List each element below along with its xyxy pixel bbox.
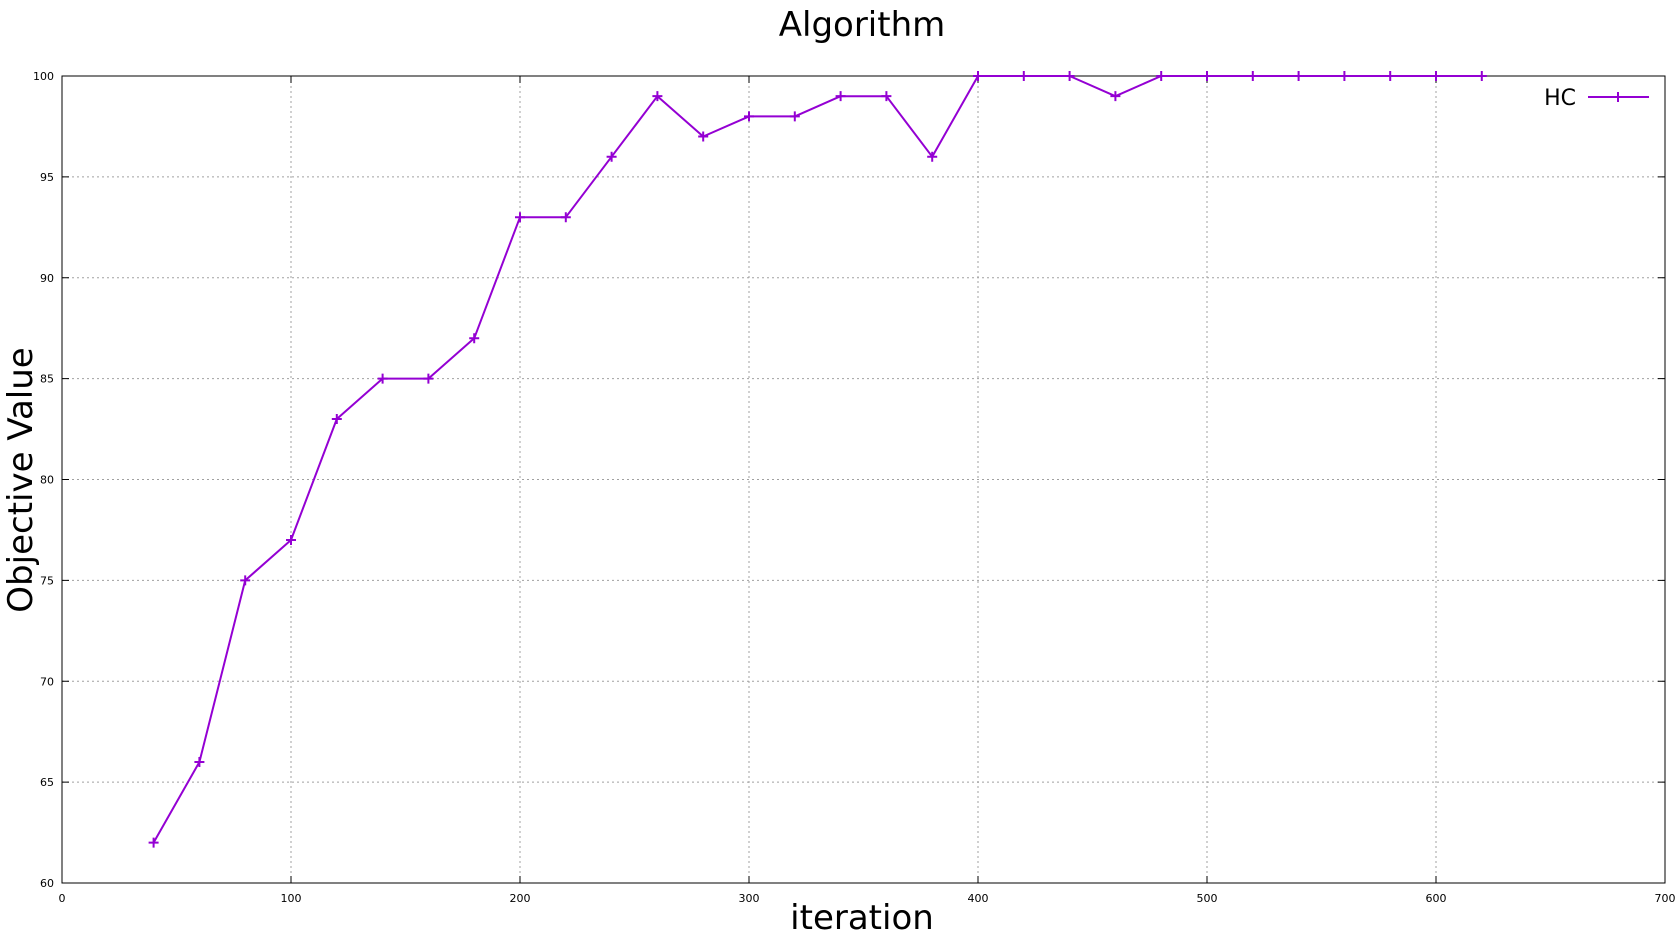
y-tick-label: 75: [40, 574, 54, 587]
data-point: [1110, 91, 1121, 102]
data-point: [560, 212, 571, 223]
data-point: [194, 756, 205, 767]
data-point: [698, 131, 709, 142]
data-point: [1293, 71, 1304, 81]
data-point: [1064, 71, 1075, 81]
legend: HC: [1544, 86, 1649, 111]
data-point: [515, 212, 525, 223]
x-axis-label: iteration: [790, 898, 934, 931]
x-tick-label: 100: [281, 892, 302, 905]
x-tick-label: 400: [968, 892, 989, 905]
legend-label-hc: HC: [1544, 86, 1576, 111]
y-tick-label: 85: [40, 373, 54, 386]
grid: [62, 76, 1665, 883]
data-point: [1018, 71, 1029, 81]
x-tick-label: 600: [1426, 892, 1447, 905]
data-point: [1156, 71, 1167, 81]
data-point: [606, 151, 617, 162]
y-tick-label: 95: [40, 171, 54, 184]
x-tick-label: 0: [59, 892, 66, 905]
y-tick-label: 60: [40, 877, 54, 890]
data-point: [1476, 71, 1487, 81]
series-layer: [148, 71, 1487, 848]
y-tick-label: 65: [40, 776, 54, 789]
series-line-hc: [152, 75, 1482, 844]
y-axis-label: Objective Value: [1, 347, 41, 612]
y-tick-label: 70: [40, 675, 54, 688]
y-tick-label: 80: [40, 474, 54, 487]
chart-title: Algorithm: [779, 5, 946, 45]
data-point: [652, 91, 663, 102]
data-point: [1385, 71, 1396, 81]
x-tick-label: 500: [1197, 892, 1218, 905]
data-point: [148, 837, 159, 848]
x-tick-label: 200: [510, 892, 531, 905]
data-point: [789, 111, 800, 122]
data-point: [286, 535, 296, 546]
legend-marker-hc: [1613, 92, 1623, 102]
data-point: [835, 91, 846, 102]
y-tick-label: 90: [40, 272, 54, 285]
data-point: [1339, 71, 1350, 81]
data-point: [331, 413, 342, 424]
y-tick-label: 100: [33, 70, 54, 83]
data-point: [1202, 71, 1212, 81]
data-point: [240, 575, 251, 586]
data-point: [927, 151, 938, 162]
axis-ticks: 0 100 200 300 400 500 600 700 60 65 70 75 80 85 90 95 10…: [33, 70, 1676, 905]
data-point: [423, 373, 434, 384]
data-point: [744, 111, 754, 122]
data-point: [469, 333, 480, 344]
data-point: [377, 373, 388, 384]
x-tick-label: 700: [1655, 892, 1676, 905]
data-point: [1247, 71, 1258, 81]
x-tick-label: 300: [739, 892, 760, 905]
data-point: [1431, 71, 1441, 81]
data-point: [881, 91, 892, 102]
data-point: [973, 71, 983, 81]
